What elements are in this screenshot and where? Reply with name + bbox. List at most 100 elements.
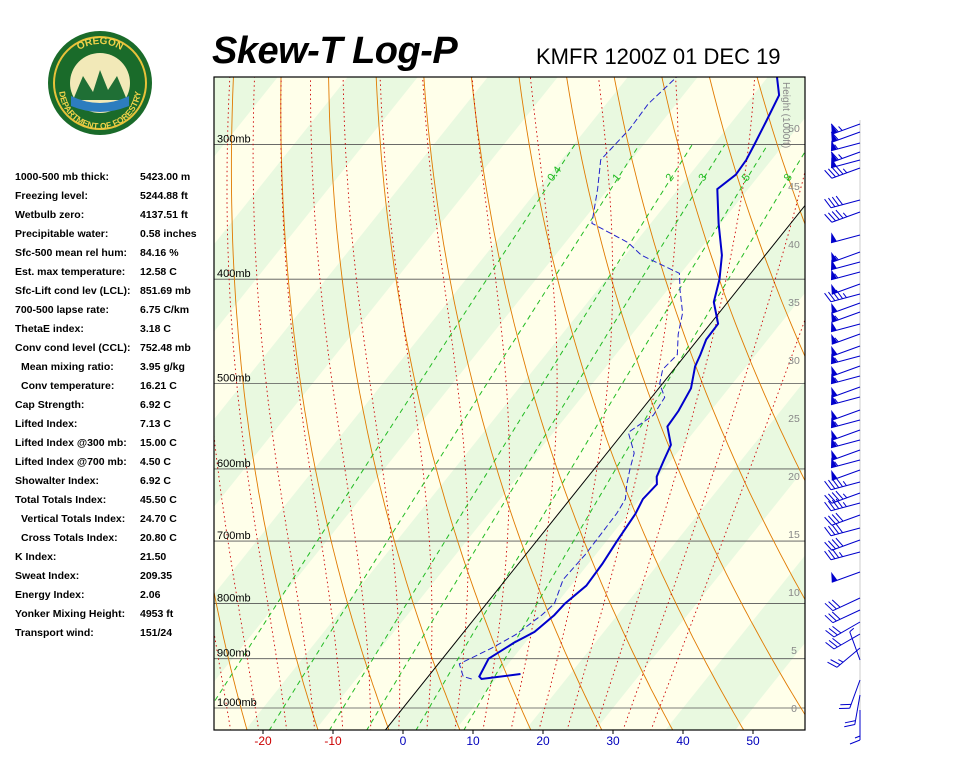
wind-barb — [830, 321, 861, 333]
index-label: Lifted Index: — [15, 418, 78, 430]
moist-adiabat — [422, 77, 469, 730]
temperature-band — [787, 0, 960, 753]
index-label: Cap Strength: — [15, 399, 85, 411]
chart-title: Skew-T Log-P — [212, 30, 458, 72]
wind-barb — [831, 365, 861, 377]
sounding-traces — [458, 77, 781, 681]
temperature-band — [214, 77, 698, 682]
tree-icon — [73, 70, 127, 100]
height-tick-label: 15 — [788, 529, 800, 541]
temperature-trace — [478, 77, 781, 681]
index-value: 2.06 — [140, 589, 161, 601]
index-label: Sfc-Lift cond lev (LCL): — [15, 285, 131, 297]
index-label: Lifted Index @300 mb: — [15, 437, 127, 449]
wind-barb — [830, 131, 861, 143]
dry-adiabat — [423, 77, 603, 730]
index-value: 851.69 mb — [140, 285, 191, 297]
wind-barb — [831, 251, 861, 263]
wind-barb — [827, 647, 861, 668]
temperature-band — [525, 380, 805, 730]
moist-adiabat — [214, 629, 232, 730]
pressure-label: 800mb — [217, 593, 251, 605]
freezing-isotherm — [384, 204, 805, 730]
index-row: Total Totals Index: 45.50 C — [15, 491, 215, 510]
height-tick-label: 30 — [788, 355, 800, 367]
index-label: Sweat Index: — [15, 570, 80, 582]
wind-barb — [825, 621, 861, 638]
wind-barb — [824, 289, 861, 303]
index-row: Sweat Index: 209.35 — [15, 567, 215, 586]
station-time-label: KMFR 1200Z 01 DEC 19 — [536, 44, 781, 69]
index-value: 7.13 C — [140, 418, 171, 430]
index-label: Freezing level: — [15, 190, 88, 202]
index-label: Est. max temperature: — [15, 266, 126, 278]
index-row: Lifted Index: 7.13 C — [15, 415, 215, 434]
index-label: Energy Index: — [15, 589, 85, 601]
dry-adiabat — [470, 77, 674, 730]
wind-barb — [831, 302, 861, 314]
index-row: Precipitable water: 0.58 inches — [15, 225, 215, 244]
index-label: Vertical Totals Index: — [21, 513, 126, 525]
index-row: Sfc-500 mean rel hum: 84.16 % — [15, 244, 215, 263]
index-row: Wetbulb zero: 4137.51 ft — [15, 206, 215, 225]
moist-adiabat — [566, 77, 679, 730]
moist-adiabat — [252, 77, 316, 730]
wind-barb — [824, 512, 861, 526]
dry-adiabat — [230, 77, 319, 730]
moist-adiabat — [342, 77, 401, 730]
x-tick-label: 0 — [400, 734, 407, 748]
index-value: 4953 ft — [140, 608, 174, 620]
moist-adiabat — [214, 431, 260, 730]
wind-barb — [830, 269, 861, 281]
wind-barb — [824, 523, 861, 537]
index-row: Vertical Totals Index: 24.70 C — [15, 510, 215, 529]
x-tick-label: 10 — [466, 734, 480, 748]
moist-adiabat — [471, 77, 510, 730]
index-value: 3.95 g/kg — [140, 361, 185, 373]
index-value: 4.50 C — [140, 456, 171, 468]
index-value: 5423.00 m — [140, 171, 191, 183]
moist-adiabat — [594, 77, 756, 730]
pressure-label: 700mb — [217, 530, 251, 542]
wind-barb — [824, 477, 861, 491]
moist-adiabat — [379, 77, 433, 730]
index-value: 24.70 C — [140, 513, 177, 525]
pressure-label: 900mb — [217, 648, 251, 660]
index-label: Showalter Index: — [15, 475, 100, 487]
dry-adiabat — [280, 77, 390, 730]
index-label: 700-500 lapse rate: — [15, 304, 109, 316]
index-row: Lifted Index @700 mb: 4.50 C — [15, 453, 215, 472]
x-tick-label: 20 — [536, 734, 550, 748]
index-row: 1000-500 mb thick: 5423.00 m — [15, 168, 215, 187]
index-value: 20.80 C — [140, 532, 177, 544]
dry-adiabat — [904, 0, 960, 753]
dry-adiabat — [328, 77, 461, 730]
height-tick-label: 20 — [788, 471, 800, 483]
index-row: Showalter Index: 6.92 C — [15, 472, 215, 491]
wind-barb — [844, 694, 861, 728]
index-row: ThetaE index: 3.18 C — [15, 320, 215, 339]
index-label: Cross Totals Index: — [21, 532, 118, 544]
index-row: Est. max temperature: 12.58 C — [15, 263, 215, 282]
index-value: 209.35 — [140, 570, 173, 582]
wind-barb — [825, 633, 861, 650]
wind-barb — [824, 195, 861, 209]
index-row: 700-500 lapse rate: 6.75 C/km — [15, 301, 215, 320]
moist-adiabat — [622, 169, 805, 730]
wind-barb — [831, 409, 861, 421]
index-value: 6.92 C — [140, 475, 171, 487]
temperature-band — [214, 77, 278, 157]
index-label: Mean mixing ratio: — [21, 361, 114, 373]
index-label: ThetaE index: — [15, 323, 84, 335]
index-value: 5244.88 ft — [140, 190, 188, 202]
wind-barb — [824, 537, 861, 551]
index-label: Conv cond level (CCL): — [15, 342, 131, 354]
mixing-ratio-line — [366, 144, 726, 730]
wind-barb — [830, 140, 861, 152]
background-lines — [214, 0, 960, 753]
index-value: 6.92 C — [140, 399, 171, 411]
wind-barb — [830, 232, 861, 244]
height-tick-label: 25 — [788, 413, 800, 425]
mixing-ratio-line — [268, 144, 640, 730]
